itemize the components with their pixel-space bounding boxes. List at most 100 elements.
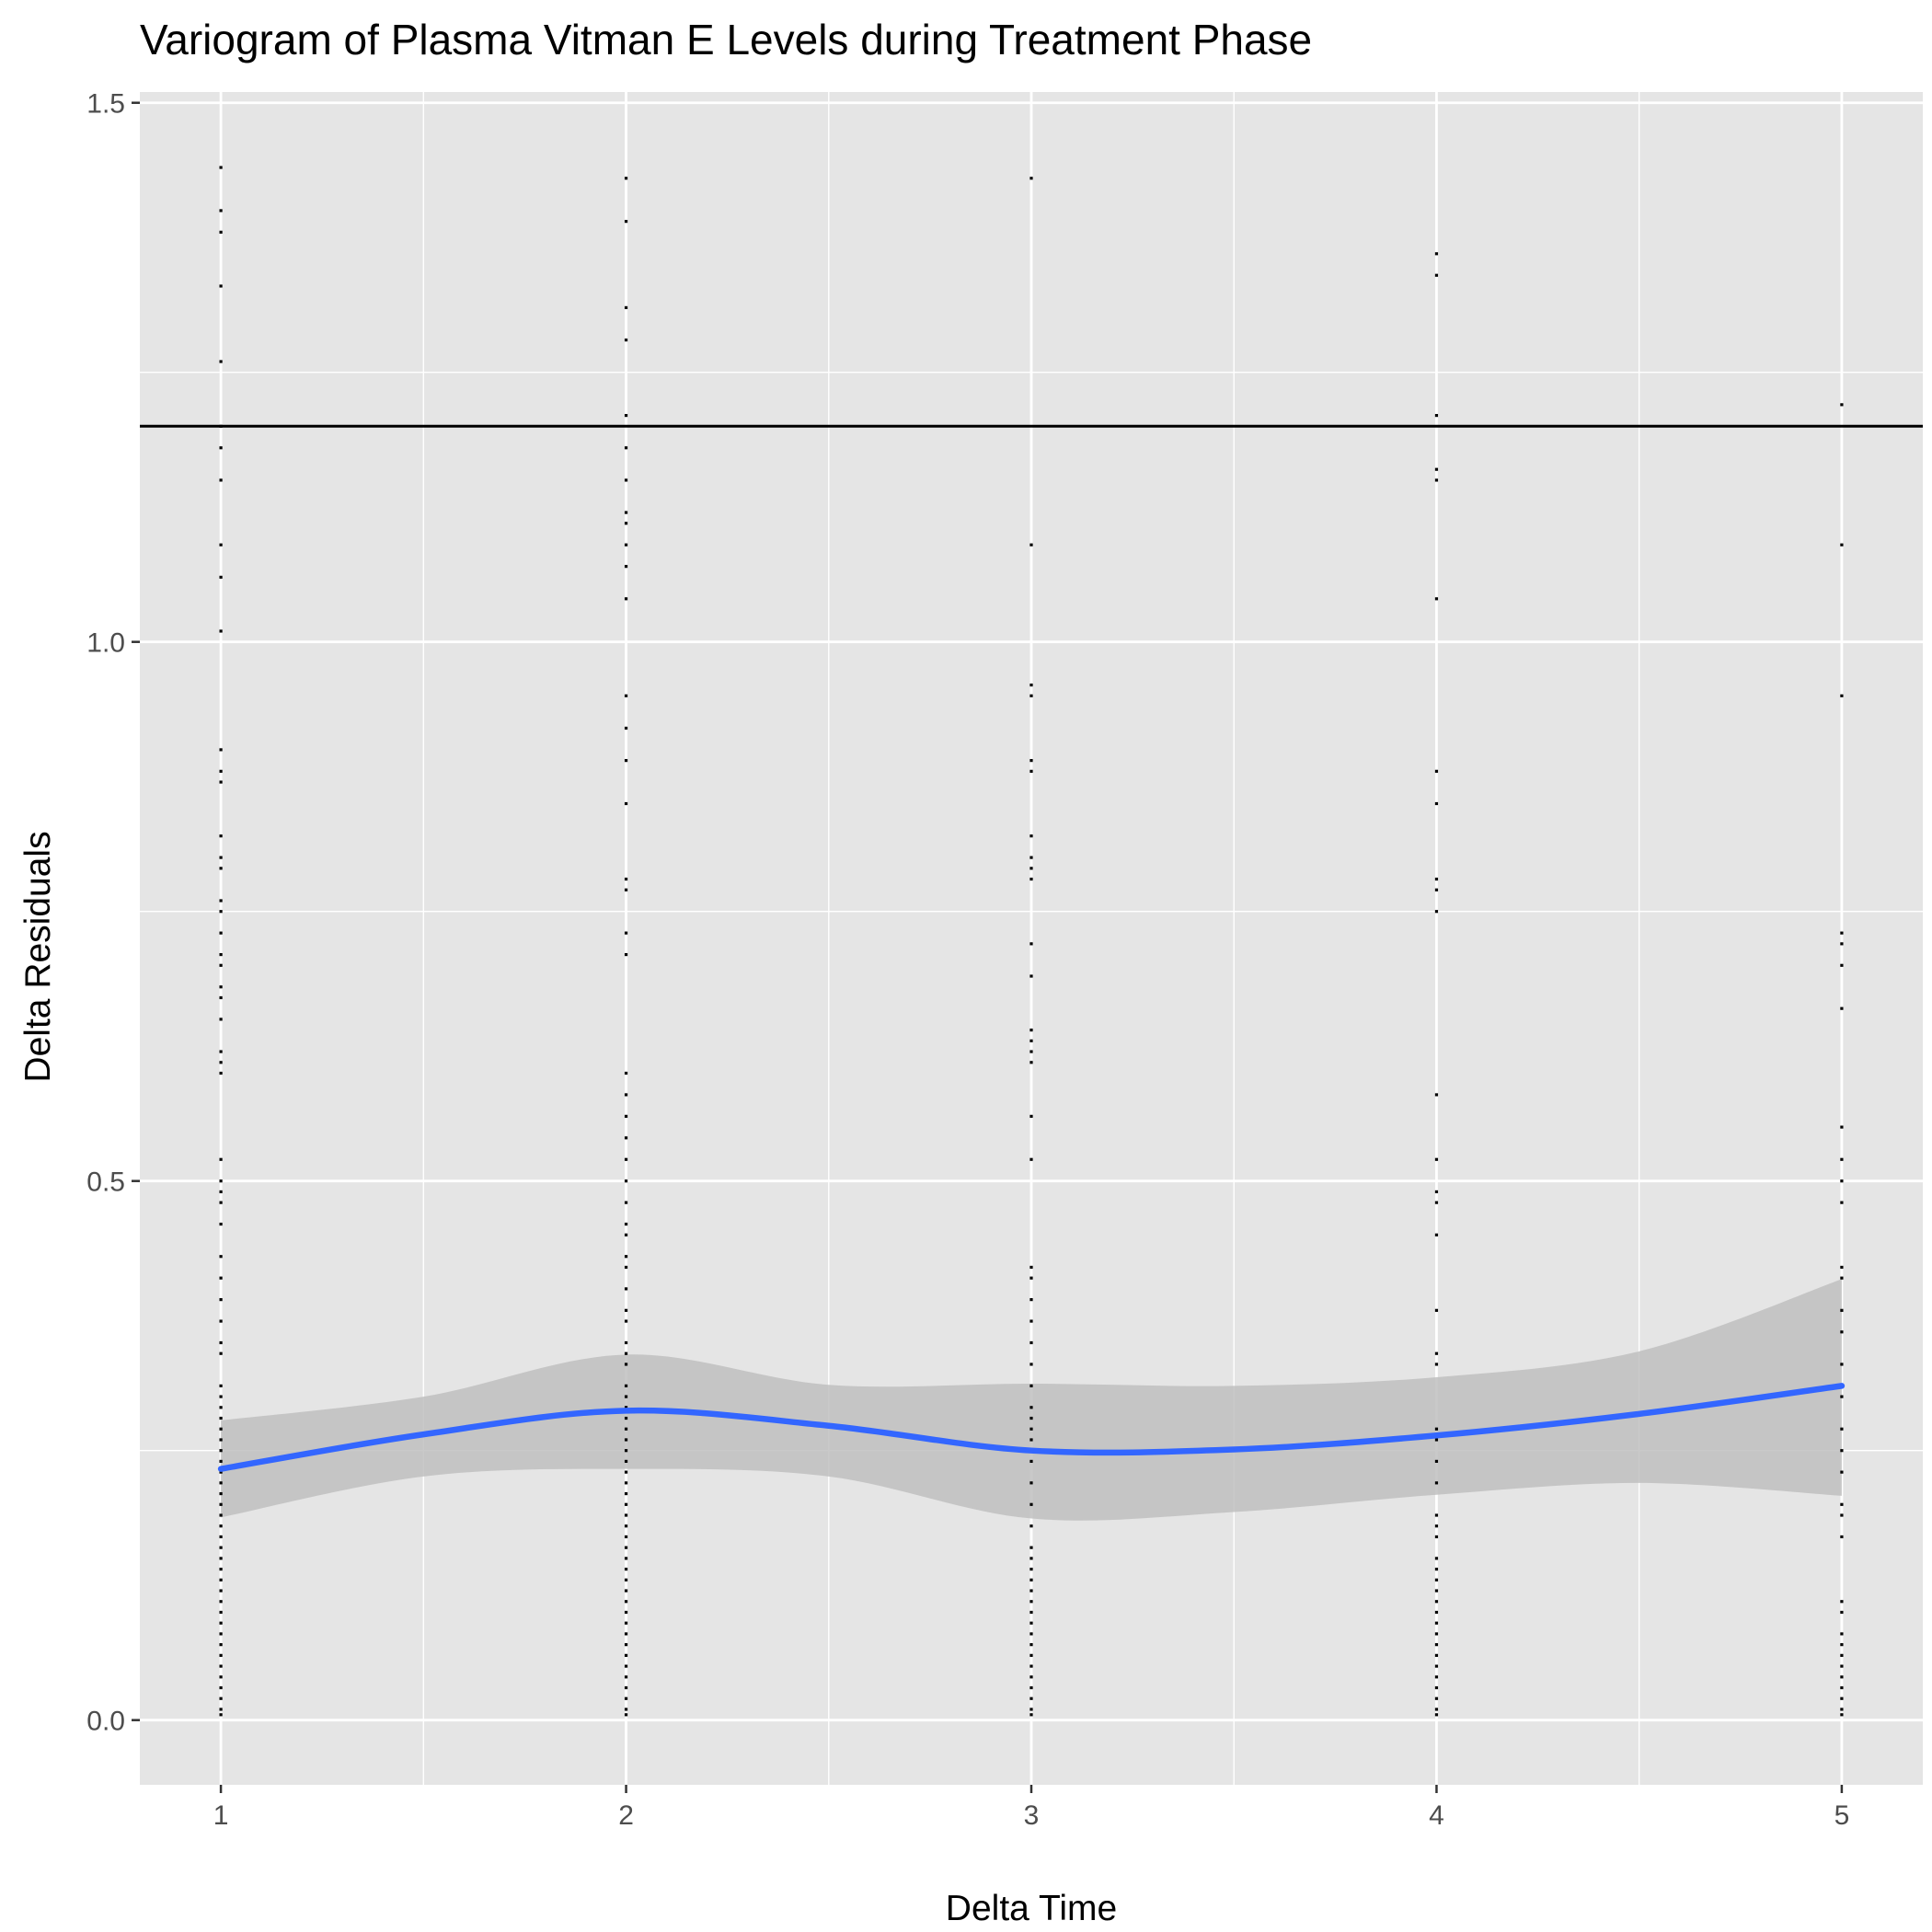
y-tick-label: 0.0 [86,1707,125,1737]
data-point [624,597,628,601]
points-layer [219,166,1844,1717]
data-point [1029,974,1033,978]
data-point [624,1621,628,1625]
data-point [1029,1438,1033,1442]
data-point [1029,1589,1033,1593]
data-point [1840,1449,1844,1453]
data-point [624,1114,628,1118]
data-point [624,1675,628,1679]
data-point [624,1643,628,1647]
data-point [1840,1006,1844,1010]
data-point [624,931,628,935]
data-point [1029,1713,1033,1717]
data-point [1029,1319,1033,1323]
y-tick-label: 1.0 [86,628,125,659]
data-point [219,910,223,914]
data-point [1840,694,1844,697]
data-point [1840,1675,1844,1679]
data-point [219,1459,223,1464]
data-point [624,1568,628,1571]
data-point [219,931,223,935]
data-point [1029,834,1033,838]
data-point [624,877,628,881]
data-point [624,1481,628,1485]
data-point [1840,1653,1844,1657]
data-point [219,1201,223,1204]
data-point [219,209,223,213]
data-point [1434,1363,1439,1366]
data-point [1434,1708,1439,1711]
data-point [1434,1643,1439,1647]
data-point [1434,1685,1439,1690]
data-point [624,1449,628,1453]
data-point [1029,1610,1033,1615]
data-point [219,1340,223,1345]
data-point [1434,1201,1439,1204]
data-point [624,220,628,224]
data-point [1840,1395,1844,1398]
data-point [1434,413,1439,418]
data-point [1029,1416,1033,1420]
data-point [1029,1524,1033,1528]
data-point [219,284,223,288]
data-point [1029,177,1033,180]
data-point [1029,1340,1033,1345]
data-point [1434,1664,1439,1668]
data-point [624,1416,628,1420]
data-point [1029,694,1033,697]
data-point [1434,1190,1439,1194]
data-point [1434,1632,1439,1636]
data-point [1029,1578,1033,1581]
data-point [219,1438,223,1442]
data-point [624,1546,628,1549]
data-point [219,1696,223,1700]
data-point [1840,1125,1844,1129]
data-point [1434,1675,1439,1679]
data-point [1029,1621,1033,1625]
data-point [1434,1568,1439,1571]
data-point [624,1502,628,1506]
smooth-line-layer [217,1383,1846,1472]
data-point [624,1438,628,1442]
data-point [1029,1557,1033,1560]
data-point [1029,877,1033,881]
data-point [219,1524,223,1528]
data-point [219,1222,223,1226]
data-point [624,1363,628,1366]
data-point [219,1179,223,1183]
data-point [219,1351,223,1355]
data-point [624,1713,628,1717]
data-point [624,1632,628,1636]
data-point [1029,543,1033,546]
data-point [219,230,223,234]
data-point [1840,1685,1844,1690]
data-point [1434,1600,1439,1604]
data-point [1029,942,1033,946]
data-point [624,413,628,418]
data-point [1840,1713,1844,1717]
data-point [1029,1600,1033,1604]
axes-layer: 1 2 3 4 5 0.0 0.5 1.0 1.5 [86,89,1849,1831]
data-point [1840,1201,1844,1204]
data-point [624,1535,628,1539]
data-point [624,511,628,514]
data-point [624,177,628,180]
x-tick-label: 1 [213,1800,229,1831]
data-point [1434,252,1439,256]
x-tick-label: 2 [618,1800,634,1831]
data-point [1840,1664,1844,1668]
data-point [219,963,223,967]
data-point [219,575,223,579]
data-point [219,899,223,903]
data-point [624,1265,628,1270]
data-point [1840,1330,1844,1334]
data-point [1840,1696,1844,1700]
data-point [219,1621,223,1625]
data-point [1840,1179,1844,1183]
data-point [219,1557,223,1560]
data-point [219,1384,223,1387]
data-point [1434,1438,1439,1442]
data-point [624,1491,628,1496]
data-point [219,1502,223,1506]
data-point [219,1449,223,1453]
